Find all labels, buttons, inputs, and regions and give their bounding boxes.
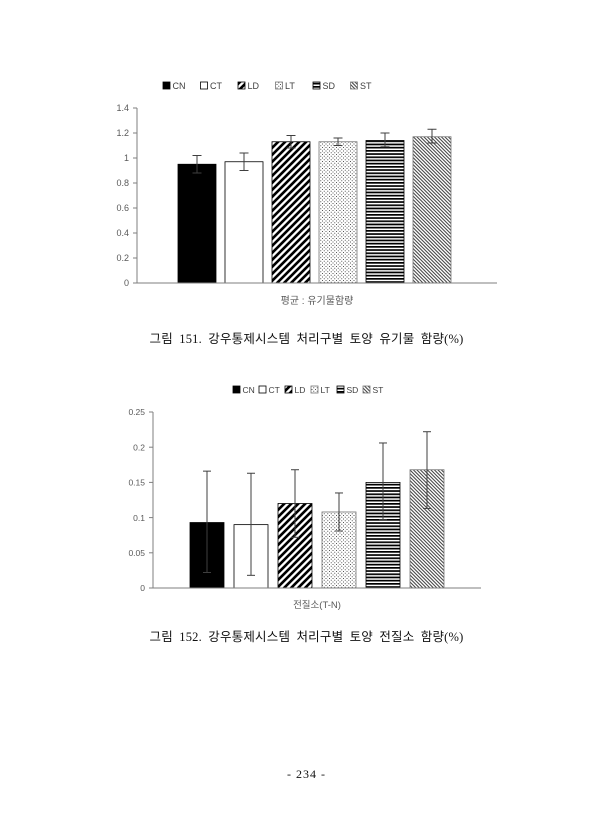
legend-item-st: ST [350, 81, 372, 91]
legend-label-st: ST [360, 81, 372, 91]
y-tick-label: 0.2 [116, 253, 129, 263]
legend-item-ct: CT [200, 81, 222, 91]
legend-item-sd: SD [312, 81, 336, 91]
legend-item-lt: LT [275, 81, 295, 91]
figure-151-caption: 그림 151. 강우통제시스템 처리구별 토양 유기물 함량(%) [149, 332, 464, 346]
error-bar-ld [291, 469, 299, 538]
legend-swatch-ct [258, 385, 267, 394]
error-bar-st [423, 431, 431, 509]
legend-swatch-ct [200, 81, 208, 90]
y-tick-label: 0.8 [116, 178, 129, 188]
bar-ct [224, 161, 264, 284]
error-bar-sd [380, 132, 390, 148]
legend-swatch-lt [310, 385, 319, 394]
legend-label-cn: CN [173, 81, 186, 91]
legend-label-lt: LT [285, 81, 295, 91]
bar-sd [365, 140, 405, 284]
legend-item-lt: LT [310, 385, 330, 395]
legend-item-st: ST [362, 385, 384, 395]
y-tick-label: 0.2 [133, 442, 145, 452]
error-bar-cn [203, 470, 211, 574]
y-tick-label: 0.05 [128, 548, 145, 558]
error-bar-lt [335, 492, 343, 532]
y-tick-label: 0.15 [128, 478, 145, 488]
legend-swatch-cn [162, 81, 171, 90]
error-bar-st [427, 128, 437, 144]
legend: CN CT LD LT SD ST [162, 81, 372, 91]
page-number: - 234 - [287, 767, 326, 781]
legend-label-ct: CT [210, 81, 222, 91]
error-bar-ld [286, 135, 296, 149]
legend-item-cn: CN [162, 81, 186, 91]
legend-swatch-st [362, 385, 371, 394]
legend-label-st: ST [373, 385, 384, 395]
legend-item-ld: LD [237, 81, 260, 91]
legend-swatch-ld [284, 385, 293, 394]
legend-label-sd: SD [347, 385, 359, 395]
x-axis-label: 전질소(T-N) [293, 599, 341, 611]
x-axis-label: 평균 : 유기물함량 [281, 295, 354, 307]
bar-lt [318, 141, 358, 284]
legend-label-ct: CT [269, 385, 280, 395]
y-tick-label: 1.2 [116, 128, 129, 138]
y-tick-label: 0 [140, 583, 145, 593]
y-tick-label: 0.6 [116, 203, 129, 213]
y-tick-label: 0.4 [116, 228, 129, 238]
legend-item-ct: CT [258, 385, 280, 395]
legend-label-lt: LT [321, 385, 330, 395]
error-bar-ct [247, 472, 255, 576]
bar-st [412, 136, 452, 284]
legend-swatch-sd [336, 385, 345, 394]
legend-item-ld: LD [284, 385, 306, 395]
legend-label-cn: CN [243, 385, 255, 395]
legend-label-ld: LD [295, 385, 306, 395]
organic-matter-chart: CN CT LD LT SD ST 0 0.2 0.4 0.6 0.8 1 1.2 1.4 평균 : 유기물… [116, 81, 497, 307]
bar-st [409, 469, 445, 589]
bar-cn [177, 163, 217, 284]
legend-swatch-ld [237, 81, 246, 90]
y-tick-label: 0 [124, 278, 129, 288]
error-bar-cn [192, 155, 202, 174]
y-tick-label: 0.1 [133, 513, 145, 523]
legend-item-cn: CN [232, 385, 255, 395]
bar-ld [271, 141, 311, 284]
legend-swatch-cn [232, 385, 241, 394]
legend-swatch-lt [275, 81, 283, 90]
error-bar-sd [379, 442, 387, 521]
y-tick-label: 1.4 [116, 103, 129, 113]
error-bar-ct [239, 152, 249, 171]
legend: CN CT LD LT SD ST [232, 385, 384, 395]
figure-152-caption: 그림 152. 강우통제시스템 처리구별 토양 전질소 함량(%) [149, 630, 464, 644]
legend-swatch-st [350, 81, 358, 90]
y-tick-label: 1 [124, 153, 129, 163]
total-nitrogen-chart: CN CT LD LT SD ST 0 0.05 0.1 0.15 0.2 0.25 전질소(T-N) [128, 385, 481, 611]
legend-swatch-sd [312, 81, 321, 90]
legend-label-sd: SD [323, 81, 336, 91]
y-tick-label: 0.25 [128, 407, 145, 417]
error-bar-lt [333, 137, 343, 146]
legend-item-sd: SD [336, 385, 359, 395]
legend-label-ld: LD [248, 81, 260, 91]
